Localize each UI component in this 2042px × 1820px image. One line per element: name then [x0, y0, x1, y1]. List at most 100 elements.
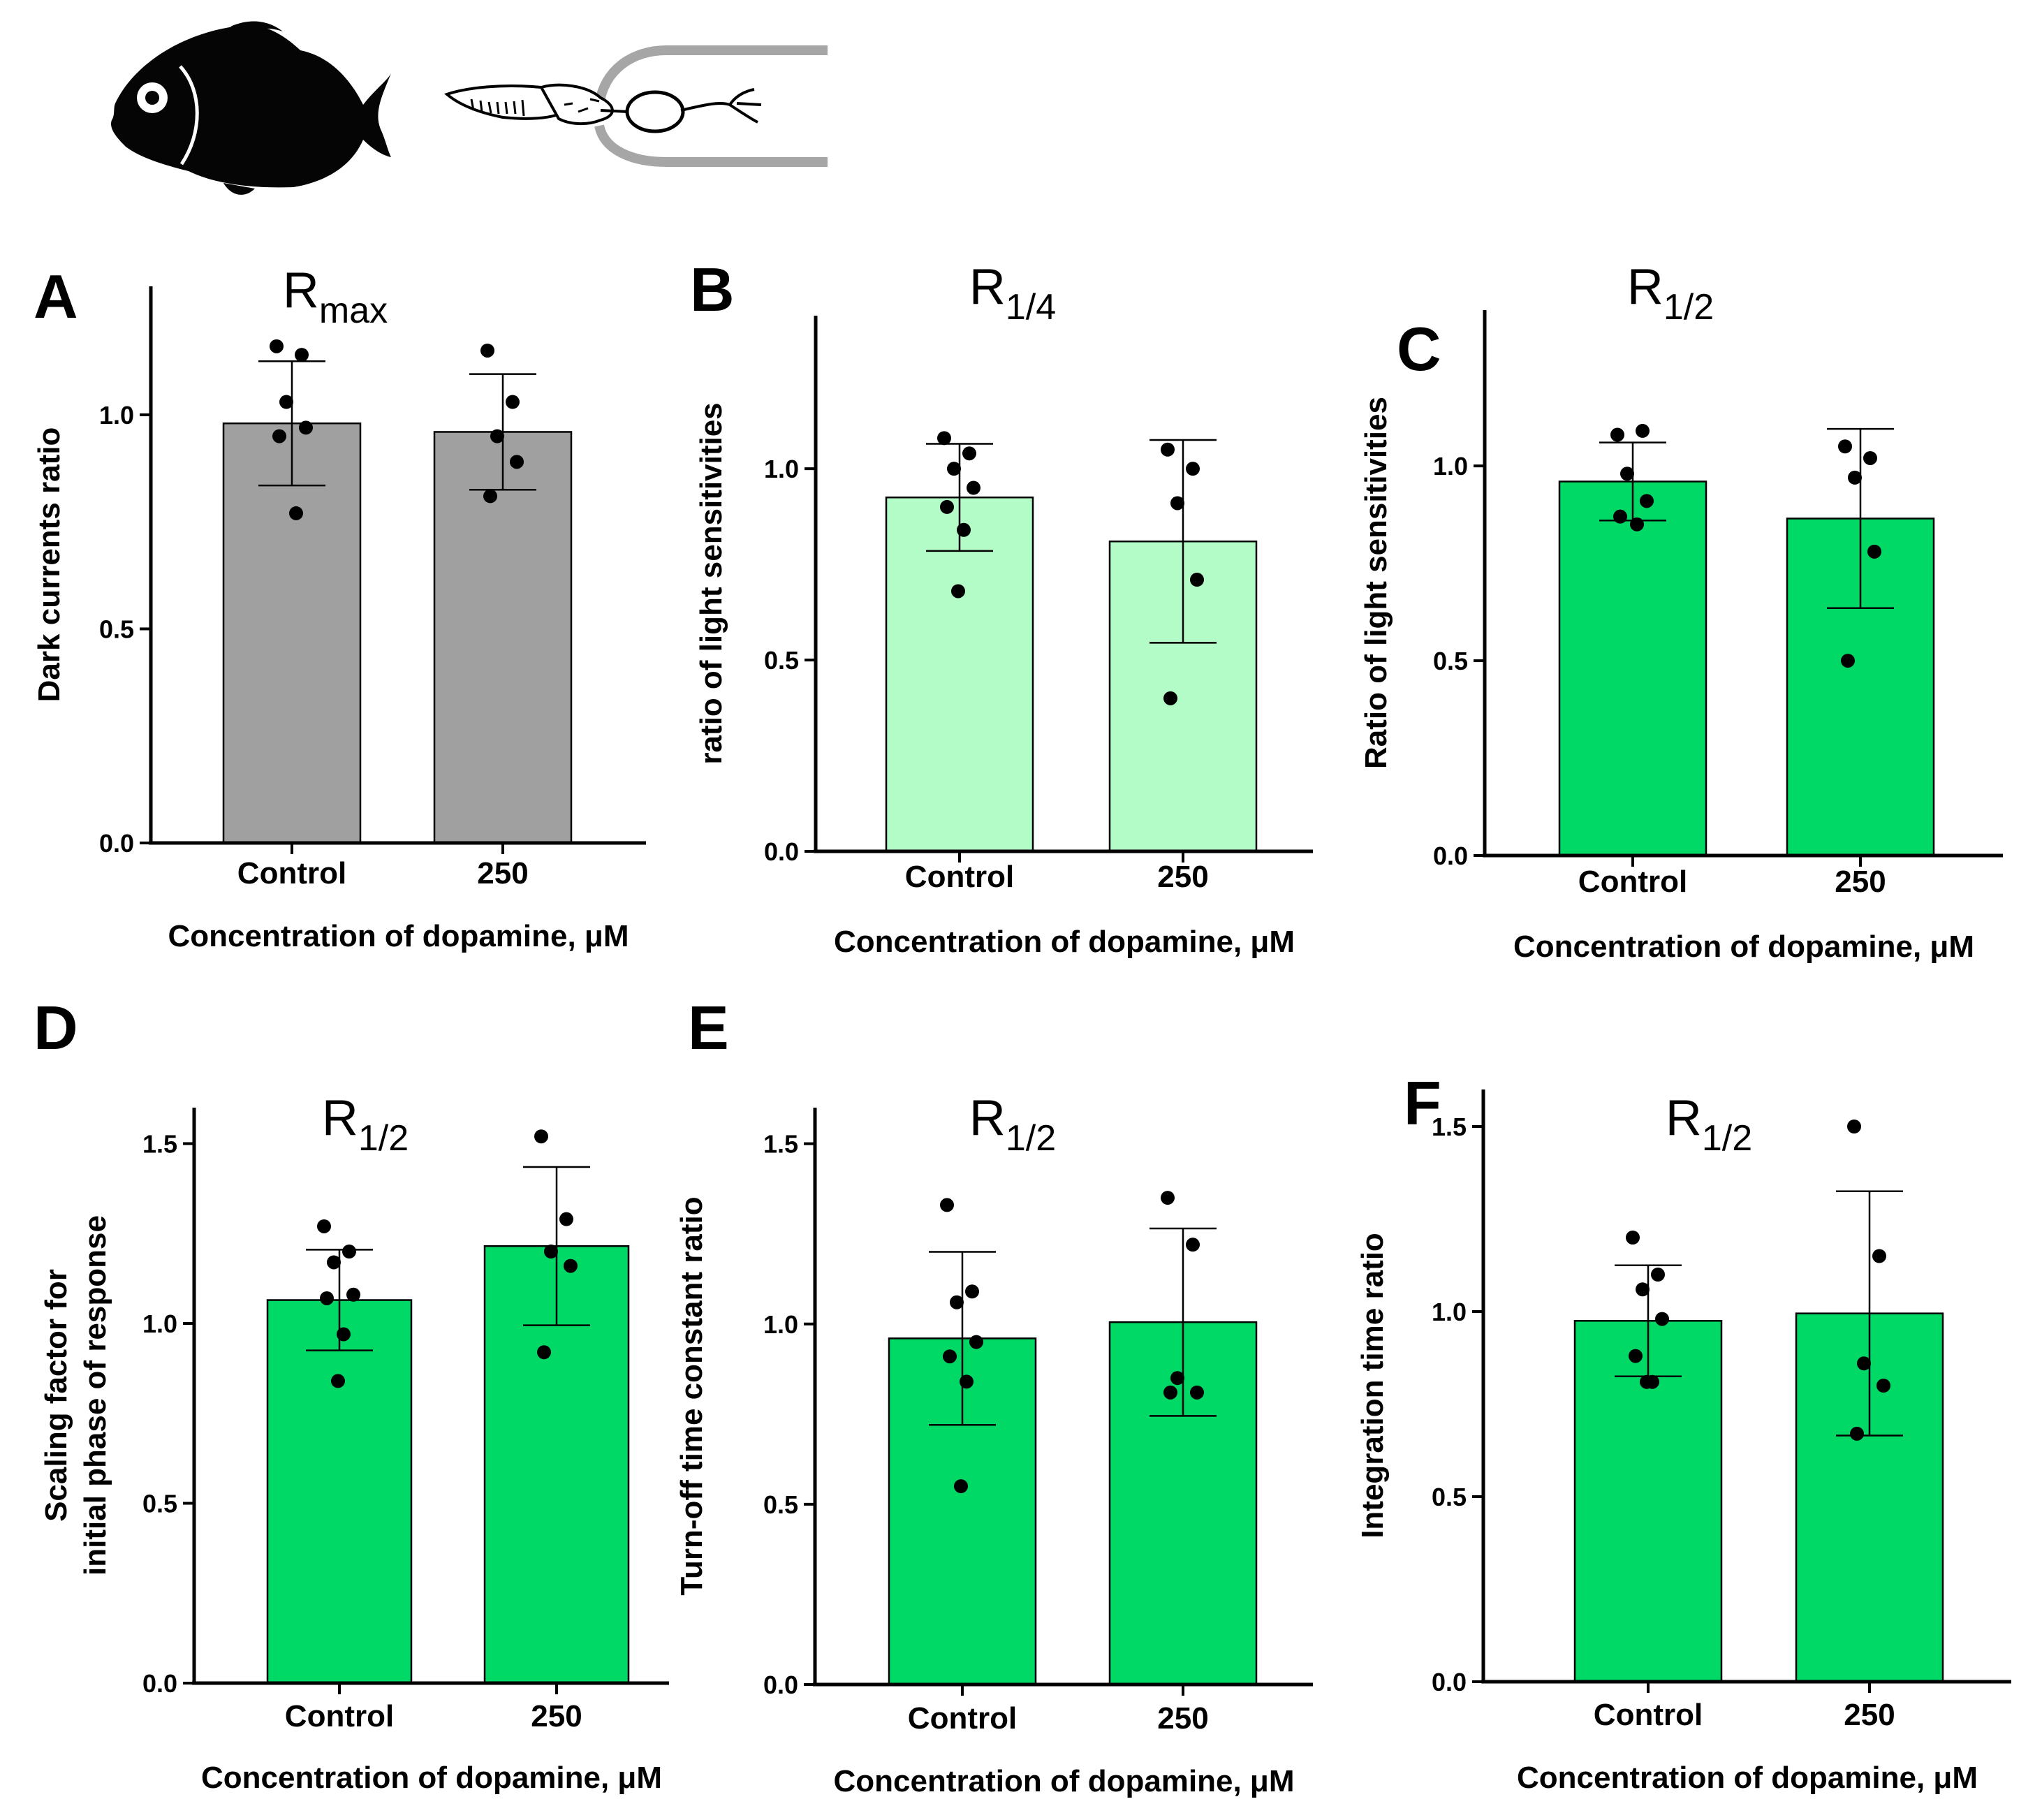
y-tick-label: 1.5	[1432, 1113, 1467, 1141]
data-point	[967, 480, 980, 495]
pipette-outline	[594, 45, 828, 167]
bar-control	[885, 496, 1034, 853]
data-point	[346, 1287, 360, 1302]
x-axis-label: Concentration of dopamine, μM	[201, 1761, 662, 1795]
data-point	[940, 499, 954, 514]
data-point	[1640, 1374, 1654, 1389]
data-point	[1857, 1356, 1871, 1371]
x-category-label: 250	[531, 1699, 582, 1733]
x-axis-label: Concentration of dopamine, μM	[168, 919, 629, 953]
data-point	[1170, 496, 1184, 511]
data-point	[480, 343, 494, 358]
y-tick-label: 0.5	[764, 646, 799, 675]
data-point	[957, 522, 971, 537]
data-point	[1186, 462, 1200, 476]
y-tick-label: 1.0	[764, 455, 799, 483]
data-point	[937, 431, 951, 446]
data-point	[1186, 1238, 1200, 1252]
y-tick-label: 0.0	[1433, 842, 1468, 870]
data-point	[965, 1284, 979, 1299]
rod-inner-segment	[539, 83, 614, 125]
x-category-label: 250	[1157, 1701, 1208, 1735]
y-tick-label: 0.5	[1432, 1483, 1467, 1511]
rod-cell-illustration	[443, 45, 828, 167]
chart-title-subscript: max	[319, 291, 388, 331]
data-point	[1867, 544, 1881, 559]
rod-mitochondria	[564, 98, 600, 113]
panel-b: B R1/4 0.0 0.5 1.0 Control 250 Concentration of…	[690, 255, 1313, 959]
data-point	[1161, 442, 1175, 457]
y-tick-label: 1.5	[142, 1130, 177, 1159]
panel-letter: E	[688, 993, 729, 1062]
data-point	[1838, 439, 1852, 454]
chart-title-main: R	[322, 1090, 358, 1146]
data-point	[960, 1374, 974, 1389]
data-point	[272, 429, 286, 443]
x-category-label: Control	[1578, 865, 1687, 899]
chart-title: Rmax	[283, 263, 388, 331]
data-point	[327, 1255, 341, 1270]
data-point	[342, 1245, 356, 1258]
chart-title-main: R	[969, 259, 1006, 315]
chart-title: R1/2	[322, 1090, 409, 1159]
data-point	[1841, 654, 1855, 668]
y-axis-label: ratio of light sensitivities	[694, 402, 728, 764]
data-point	[1163, 691, 1177, 705]
data-point	[317, 1219, 331, 1233]
x-category-label: 250	[477, 856, 528, 890]
y-tick-label: 1.5	[763, 1130, 798, 1159]
y-axis-label-line: initial phase of response	[78, 1215, 112, 1576]
chart-title-main: R	[1666, 1090, 1702, 1146]
data-point	[1655, 1312, 1669, 1326]
fish-gill	[179, 65, 199, 166]
data-point	[1163, 1385, 1177, 1400]
y-tick-label: 1.0	[99, 401, 134, 430]
x-category-label: Control	[237, 856, 346, 890]
panel-letter: F	[1404, 1069, 1441, 1138]
y-tick-label: 0.0	[764, 837, 799, 866]
x-category-label: 250	[1844, 1698, 1895, 1732]
chart-title-subscript: 1/2	[1006, 1118, 1056, 1159]
data-point	[506, 395, 520, 409]
y-tick-label: 1.0	[763, 1310, 798, 1339]
chart-title: R1/4	[969, 259, 1056, 328]
chart-title-main: R	[283, 263, 319, 318]
data-point	[1620, 467, 1634, 481]
y-axis-label: Integration time ratio	[1356, 1233, 1390, 1539]
panel-f: F R1/2 0.0 0.5 1.0 1.5 Control 250 Concentration…	[1356, 1069, 2011, 1795]
y-axis-label: Ratio of light sensitivities	[1359, 397, 1393, 769]
panel-e: E R1/2 0.0 0.5 1.0 1.5 Control 250 Concentration…	[675, 993, 1313, 1798]
x-category-label: Control	[908, 1701, 1017, 1735]
chart-title-subscript: 1/4	[1006, 287, 1056, 328]
y-tick-label: 0.5	[763, 1490, 798, 1519]
x-axis-label: Concentration of dopamine, μM	[833, 1764, 1294, 1798]
y-tick-label: 0.5	[1433, 647, 1468, 675]
x-category-label: Control	[1594, 1698, 1703, 1732]
data-point	[947, 462, 961, 476]
fish-dorsal-fin	[230, 21, 283, 34]
data-point	[1636, 1282, 1650, 1297]
data-point	[950, 1295, 964, 1309]
data-point	[1161, 1191, 1175, 1205]
bar-control	[1558, 480, 1707, 857]
x-axis-label: Concentration of dopamine, μM	[834, 925, 1295, 959]
data-point	[954, 1479, 968, 1494]
panel-a: A Rmax 0.0 0.5 1.0 Control 250 Concentration of…	[32, 262, 646, 953]
y-tick-label: 0.0	[99, 829, 134, 858]
x-category-label: Control	[905, 860, 1014, 894]
data-point	[534, 1129, 548, 1144]
y-tick-label: 1.0	[1433, 452, 1468, 480]
data-point	[544, 1245, 558, 1258]
y-tick-label: 0.0	[763, 1671, 798, 1699]
chart-title-subscript: 1/2	[1702, 1118, 1752, 1159]
chart-title-subscript: 1/2	[358, 1118, 409, 1159]
x-category-label: Control	[285, 1699, 394, 1733]
fish-body	[111, 24, 392, 188]
data-point	[331, 1374, 345, 1388]
data-point	[1872, 1249, 1886, 1263]
data-point	[940, 1198, 954, 1212]
y-axis-label-line: Scaling factor for	[39, 1269, 73, 1522]
y-tick-label: 0.5	[142, 1490, 177, 1518]
y-tick-label: 1.0	[1432, 1298, 1467, 1326]
